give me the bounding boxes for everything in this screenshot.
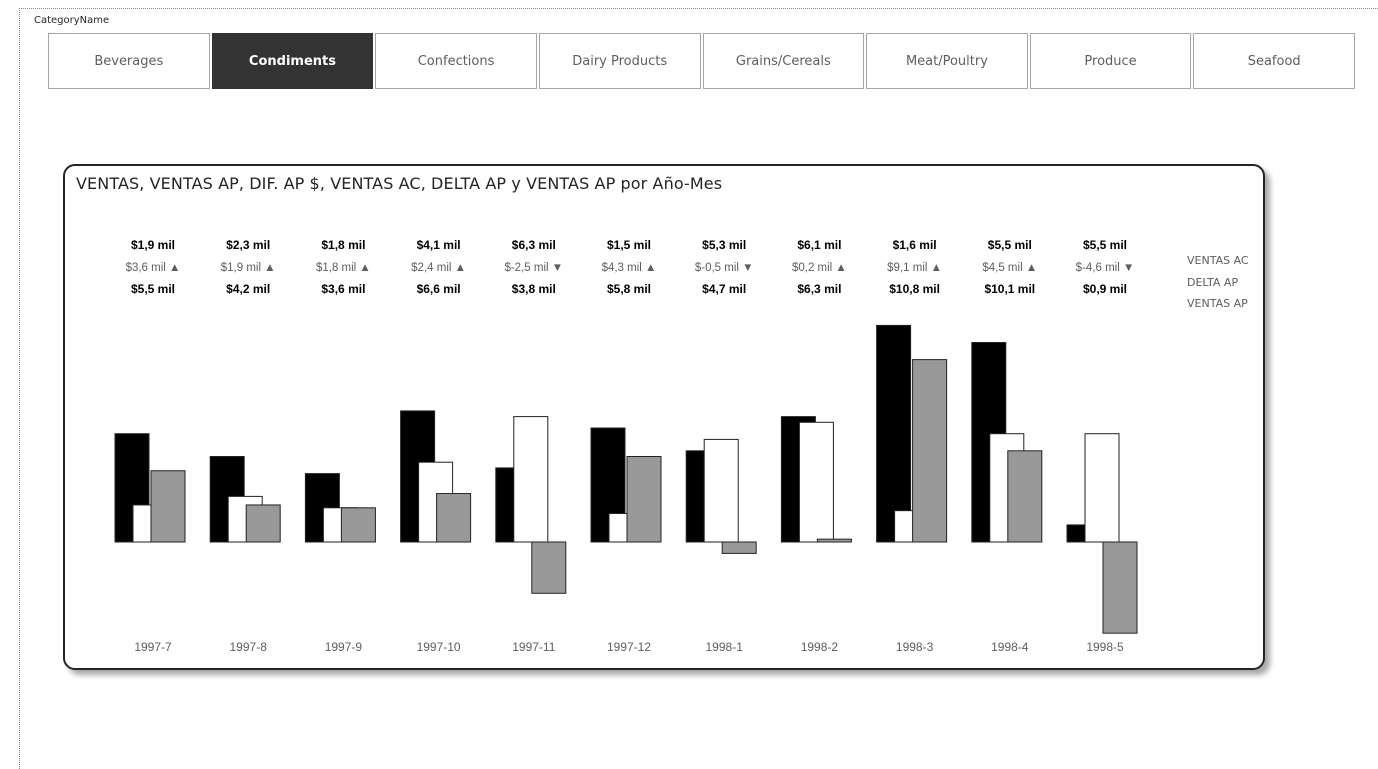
data-label-delta: $9,1 mil ▲ xyxy=(887,262,942,274)
bar-dif-ap- xyxy=(1007,450,1043,543)
data-label-delta: $-4,6 mil ▼ xyxy=(1076,262,1135,274)
x-tick-label: 1997-10 xyxy=(417,640,461,654)
bar-dif-ap- xyxy=(531,541,567,594)
data-label-top: $6,1 mil xyxy=(797,238,841,252)
bar-dif-ap- xyxy=(721,541,757,554)
bar-dif-ap- xyxy=(436,493,472,543)
legend-item: VENTAS AP xyxy=(1187,297,1248,310)
data-label-delta: $0,2 mil ▲ xyxy=(792,262,847,274)
bar-ventas-ap xyxy=(703,438,739,543)
x-tick-label: 1997-8 xyxy=(230,640,268,654)
data-label-top: $5,5 mil xyxy=(988,238,1032,252)
x-tick-label: 1998-1 xyxy=(706,640,744,654)
data-label-delta: $1,9 mil ▲ xyxy=(221,262,276,274)
chart-title: VENTAS, VENTAS AP, DIF. AP $, VENTAS AC,… xyxy=(76,174,723,193)
data-label-top: $1,5 mil xyxy=(607,238,651,252)
slicer-item-dairy-products[interactable]: Dairy Products xyxy=(538,33,701,89)
chart-legend: VENTAS AC DELTA AP VENTAS AP xyxy=(1187,250,1249,315)
data-label-delta: $-0,5 mil ▼ xyxy=(695,262,754,274)
x-tick-label: 1997-7 xyxy=(134,640,172,654)
data-label-delta: $1,8 mil ▲ xyxy=(316,262,371,274)
slicer-item-produce[interactable]: Produce xyxy=(1029,33,1192,89)
slicer-item-confections[interactable]: Confections xyxy=(375,33,537,89)
data-label-bottom: $5,5 mil xyxy=(131,282,175,296)
data-label-delta: $3,6 mil ▲ xyxy=(126,262,181,274)
slicer-item-condiments[interactable]: Condiments xyxy=(211,33,374,89)
x-tick-label: 1997-11 xyxy=(512,640,555,654)
data-label-delta: $4,5 mil ▲ xyxy=(982,262,1037,274)
slicer-item-beverages[interactable]: Beverages xyxy=(48,33,210,89)
data-label-top: $5,3 mil xyxy=(702,238,746,252)
data-label-bottom: $0,9 mil xyxy=(1083,282,1127,296)
legend-item: DELTA AP xyxy=(1187,275,1239,289)
category-slicer: Beverages Condiments Confections Dairy Prod… xyxy=(48,33,1355,91)
data-label-delta: $-2,5 mil ▼ xyxy=(504,262,563,274)
data-label-top: $5,5 mil xyxy=(1083,238,1127,252)
bar-ventas-ap xyxy=(1084,433,1120,543)
data-label-delta: $2,4 mil ▲ xyxy=(411,262,466,274)
data-label-top: $1,8 mil xyxy=(321,238,365,252)
data-label-top: $6,3 mil xyxy=(512,238,556,252)
data-label-bottom: $4,2 mil xyxy=(226,282,270,296)
data-label-top: $4,1 mil xyxy=(417,238,461,252)
chart-card: VENTAS, VENTAS AP, DIF. AP $, VENTAS AC,… xyxy=(63,164,1265,670)
bar-dif-ap- xyxy=(340,507,376,543)
data-label-top: $1,9 mil xyxy=(131,238,175,252)
data-label-bottom: $6,6 mil xyxy=(417,282,461,296)
slicer-item-seafood[interactable]: Seafood xyxy=(1193,33,1355,89)
bar-dif-ap- xyxy=(245,504,281,543)
data-label-delta: $4,3 mil ▲ xyxy=(602,262,657,274)
data-label-bottom: $10,8 mil xyxy=(889,282,940,296)
data-label-bottom: $10,1 mil xyxy=(984,282,1035,296)
slicer-item-grains-cereals[interactable]: Grains/Cereals xyxy=(702,33,865,89)
x-tick-label: 1998-2 xyxy=(801,640,839,654)
x-tick-label: 1998-5 xyxy=(1086,640,1124,654)
slicer-item-meat-poultry[interactable]: Meat/Poultry xyxy=(866,33,1028,89)
report-frame xyxy=(19,8,1378,769)
data-label-top: $1,6 mil xyxy=(893,238,937,252)
bar-ventas-ap xyxy=(798,421,834,543)
bar-dif-ap- xyxy=(626,456,662,543)
bar-dif-ap- xyxy=(1102,541,1138,634)
x-tick-label: 1997-9 xyxy=(325,640,363,654)
data-label-bottom: $4,7 mil xyxy=(702,282,746,296)
bar-dif-ap- xyxy=(150,470,186,543)
bar-chart: $1,9 mil $3,6 mil ▲ $5,5 mil 1997-7 $2,3 mil… xyxy=(114,238,1138,654)
x-tick-label: 1998-4 xyxy=(991,640,1029,654)
bar-ventas xyxy=(876,324,912,543)
bar-dif-ap- xyxy=(912,359,948,543)
x-tick-label: 1998-3 xyxy=(896,640,934,654)
data-label-bottom: $3,8 mil xyxy=(512,282,556,296)
bar-dif-ap- xyxy=(816,538,852,543)
bar-ventas-ap xyxy=(513,416,549,543)
x-tick-label: 1997-12 xyxy=(607,640,651,654)
slicer-title: CategoryName xyxy=(34,15,110,26)
legend-item: VENTAS AC xyxy=(1187,254,1249,267)
data-label-bottom: $3,6 mil xyxy=(321,282,365,296)
data-label-bottom: $6,3 mil xyxy=(797,282,841,296)
data-label-top: $2,3 mil xyxy=(226,238,270,252)
data-label-bottom: $5,8 mil xyxy=(607,282,651,296)
